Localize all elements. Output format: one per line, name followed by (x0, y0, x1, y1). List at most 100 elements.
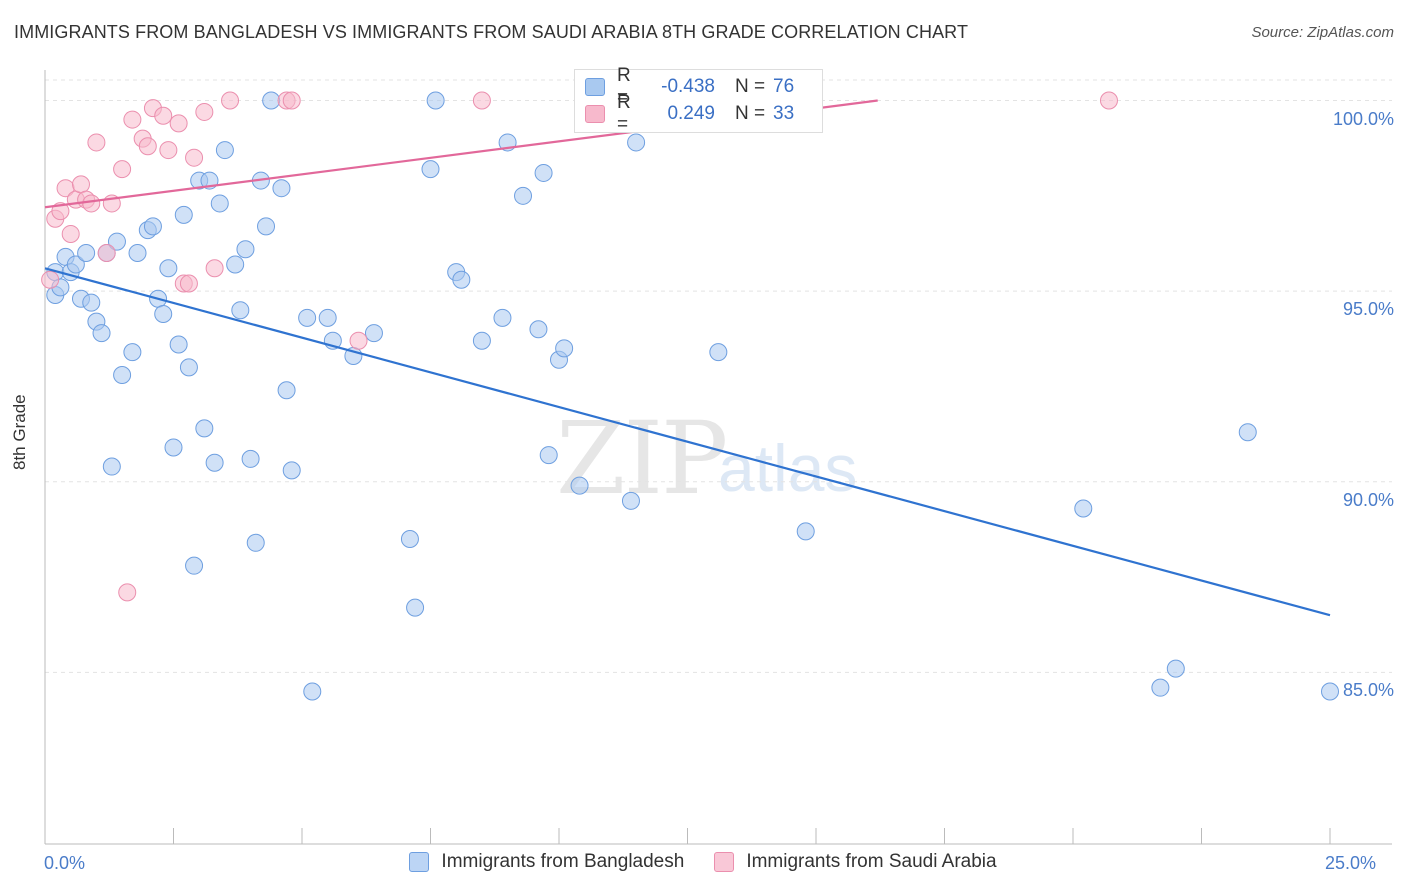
series-swatch-blue (409, 852, 430, 872)
point-bangladesh (226, 255, 245, 274)
series-legend-label: Immigrants from Bangladesh (441, 851, 685, 872)
point-saudi-arabia (71, 175, 90, 194)
point-saudi-arabia (282, 91, 301, 110)
point-bangladesh (303, 682, 322, 701)
point-saudi-arabia (118, 583, 137, 602)
point-saudi-arabia (179, 274, 198, 293)
point-bangladesh (493, 308, 512, 327)
point-bangladesh (796, 522, 815, 541)
legend-r-value: 0.249 (667, 103, 715, 124)
legend-n-value: 76 (773, 76, 795, 97)
x-tick-label-min: 0.0% (44, 853, 86, 873)
point-bangladesh (159, 259, 178, 278)
point-saudi-arabia (87, 133, 106, 152)
point-bangladesh (210, 194, 229, 213)
point-bangladesh (472, 331, 491, 350)
point-bangladesh (174, 205, 193, 224)
point-bangladesh (113, 366, 132, 385)
point-bangladesh (231, 301, 250, 320)
series-swatch-pink (714, 852, 735, 872)
point-bangladesh (77, 244, 96, 263)
point-bangladesh (257, 217, 276, 236)
point-saudi-arabia (221, 91, 240, 110)
point-bangladesh (179, 358, 198, 377)
point-bangladesh (195, 419, 214, 438)
point-bangladesh (246, 533, 265, 552)
point-bangladesh (1074, 499, 1093, 518)
point-bangladesh (154, 305, 173, 324)
y-tick-label: 100.0% (1332, 108, 1394, 129)
series-legend-item-saudi-arabia: Immigrants from Saudi Arabia (714, 851, 997, 873)
point-bangladesh (364, 324, 383, 343)
y-tick-label: 85.0% (1342, 680, 1394, 701)
point-bangladesh (66, 255, 85, 274)
legend-r-label: R = (617, 65, 631, 108)
source-label: Source: ZipAtlas.com (1251, 24, 1394, 41)
point-saudi-arabia (169, 114, 188, 133)
point-saudi-arabia (195, 102, 214, 121)
point-bangladesh (555, 339, 574, 358)
watermark-zip: ZIP (556, 400, 728, 517)
point-bangladesh (318, 308, 337, 327)
point-bangladesh (169, 335, 188, 354)
trend-line-bangladesh (44, 267, 1331, 617)
point-saudi-arabia (41, 270, 60, 289)
point-saudi-arabia (349, 331, 368, 350)
legend-n-value: 33 (773, 103, 795, 124)
y-tick-label: 90.0% (1342, 489, 1394, 510)
point-bangladesh (514, 186, 533, 205)
point-saudi-arabia (472, 91, 491, 110)
legend-row-bangladesh: R = -0.438 N = 76 (585, 65, 795, 108)
legend-row-saudi-arabia: R = 0.249 N = 33 (585, 92, 795, 135)
point-saudi-arabia (61, 224, 80, 243)
stats-legend: R = -0.438 N = 76 R = 0.249 N = 33 (574, 65, 823, 135)
series-legend-label: Immigrants from Saudi Arabia (746, 851, 997, 872)
point-bangladesh (143, 217, 162, 236)
point-saudi-arabia (154, 106, 173, 125)
point-saudi-arabia (205, 259, 224, 278)
points-layer (41, 91, 1339, 701)
series-legend: Immigrants from Bangladesh Immigrants fr… (0, 851, 1406, 873)
point-bangladesh (627, 133, 646, 152)
point-saudi-arabia (1099, 91, 1118, 110)
axis-layer (44, 70, 1392, 845)
point-bangladesh (123, 343, 142, 362)
point-bangladesh (709, 343, 728, 362)
point-bangladesh (400, 529, 419, 548)
point-bangladesh (539, 446, 558, 465)
chart-title: IMMIGRANTS FROM BANGLADESH VS IMMIGRANTS… (14, 22, 969, 42)
y-axis-label: 8th Grade (10, 394, 29, 470)
point-bangladesh (406, 598, 425, 617)
point-bangladesh (529, 320, 548, 339)
point-bangladesh (215, 141, 234, 160)
point-bangladesh (621, 491, 640, 510)
point-saudi-arabia (82, 194, 101, 213)
point-saudi-arabia (159, 141, 178, 160)
point-bangladesh (107, 232, 126, 251)
point-bangladesh (128, 244, 147, 263)
point-bangladesh (282, 461, 301, 480)
legend-swatch-blue (585, 78, 605, 96)
series-legend-item-bangladesh: Immigrants from Bangladesh (409, 851, 684, 873)
point-bangladesh (241, 449, 260, 468)
point-saudi-arabia (185, 148, 204, 167)
point-bangladesh (1166, 659, 1185, 678)
point-bangladesh (102, 457, 121, 476)
point-saudi-arabia (123, 110, 142, 129)
point-bangladesh (1151, 678, 1170, 697)
point-bangladesh (205, 453, 224, 472)
point-bangladesh (272, 179, 291, 198)
point-saudi-arabia (138, 137, 157, 156)
point-bangladesh (452, 270, 471, 289)
point-bangladesh (164, 438, 183, 457)
point-saudi-arabia (97, 244, 116, 263)
legend-r-value: -0.438 (661, 76, 715, 97)
legend-n-label: N = (735, 76, 766, 97)
point-bangladesh (426, 91, 445, 110)
x-tick-label-max: 25.0% (1325, 853, 1377, 873)
legend-n-label: N = (735, 103, 766, 124)
point-bangladesh (421, 160, 440, 179)
point-bangladesh (92, 324, 111, 343)
grid-layer (45, 79, 1392, 673)
